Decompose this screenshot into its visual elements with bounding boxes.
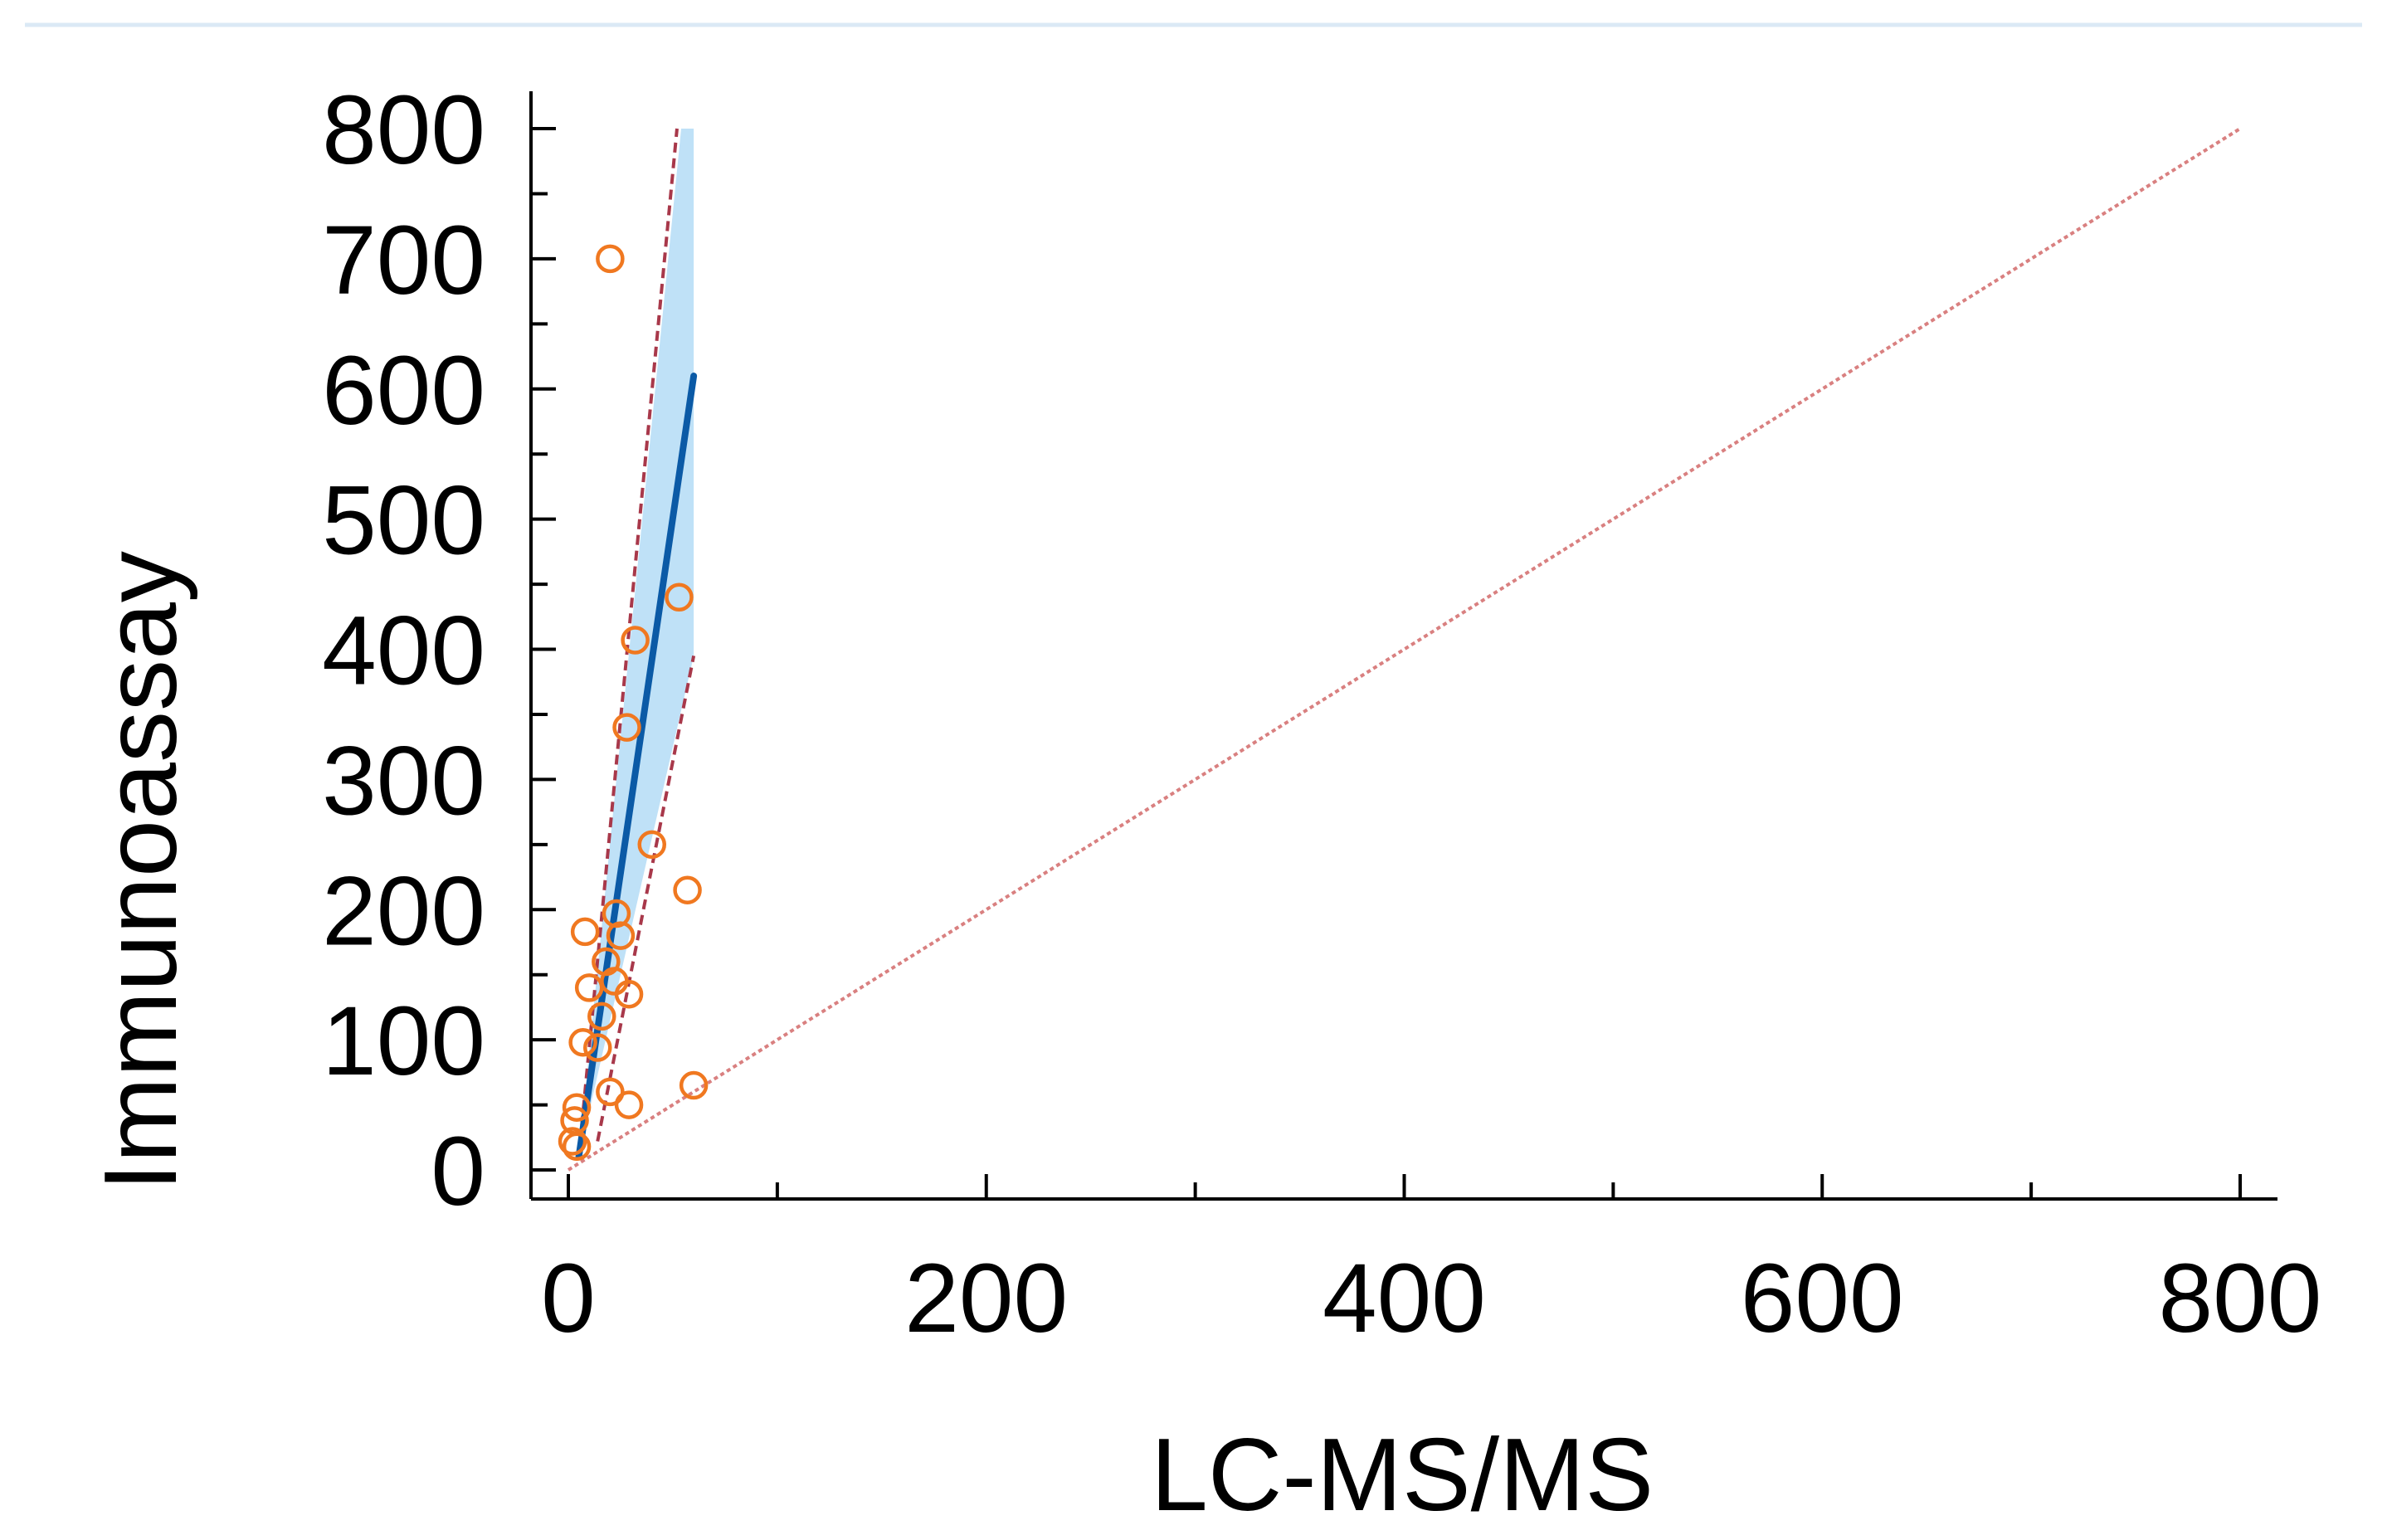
confidence-bound-lower <box>596 655 696 1142</box>
data-point-1 <box>596 244 625 274</box>
x-axis-ticks: 0 200 400 600 800 <box>541 1174 2321 1353</box>
data-point-15 <box>568 1028 597 1057</box>
y-tick-label-600: 600 <box>322 336 485 446</box>
x-tick-label-800: 800 <box>2159 1244 2322 1353</box>
x-tick-label-200: 200 <box>904 1244 1068 1353</box>
plot-area <box>558 127 2242 1172</box>
confidence-bound-upper <box>577 128 679 1157</box>
confidence-band <box>578 129 694 1157</box>
data-point-16 <box>583 1033 612 1062</box>
data-point-14 <box>587 1001 616 1031</box>
data-point-20 <box>562 1093 592 1122</box>
y-tick-label-200: 200 <box>322 856 485 966</box>
x-axis-title: LC-MS/MS <box>1151 1418 1654 1533</box>
y-tick-label-800: 800 <box>322 76 485 185</box>
y-tick-label-700: 700 <box>322 206 485 315</box>
data-point-22 <box>558 1127 587 1156</box>
data-point-6 <box>673 875 702 904</box>
identity-line <box>567 127 2242 1172</box>
data-point-17 <box>679 1070 709 1100</box>
data-point-13 <box>614 979 644 1009</box>
x-tick-label-400: 400 <box>1323 1244 1486 1353</box>
data-point-19 <box>614 1090 644 1119</box>
data-point-3 <box>621 626 650 655</box>
data-point-9 <box>606 921 636 950</box>
data-point-18 <box>596 1077 625 1107</box>
data-point-7 <box>602 899 631 928</box>
y-tick-label-300: 300 <box>322 726 485 836</box>
x-tick-label-0: 0 <box>541 1244 596 1353</box>
data-point-4 <box>612 713 641 742</box>
y-tick-label-0: 0 <box>431 1117 485 1226</box>
y-axis-title: Immunoassay <box>84 551 198 1192</box>
y-tick-label-400: 400 <box>322 597 485 706</box>
x-tick-label-600: 600 <box>1741 1244 1904 1353</box>
y-tick-label-500: 500 <box>322 466 485 576</box>
data-point-23 <box>562 1132 592 1162</box>
data-point-2 <box>665 582 694 612</box>
y-tick-label-100: 100 <box>322 987 485 1096</box>
data-point-8 <box>570 917 600 947</box>
axes: 0 200 400 600 800 0 100 200 300 400 500 600 700 800 <box>322 76 2321 1353</box>
data-point-5 <box>637 830 666 860</box>
y-axis-ticks: 0 100 200 300 400 500 600 700 800 <box>322 76 556 1226</box>
